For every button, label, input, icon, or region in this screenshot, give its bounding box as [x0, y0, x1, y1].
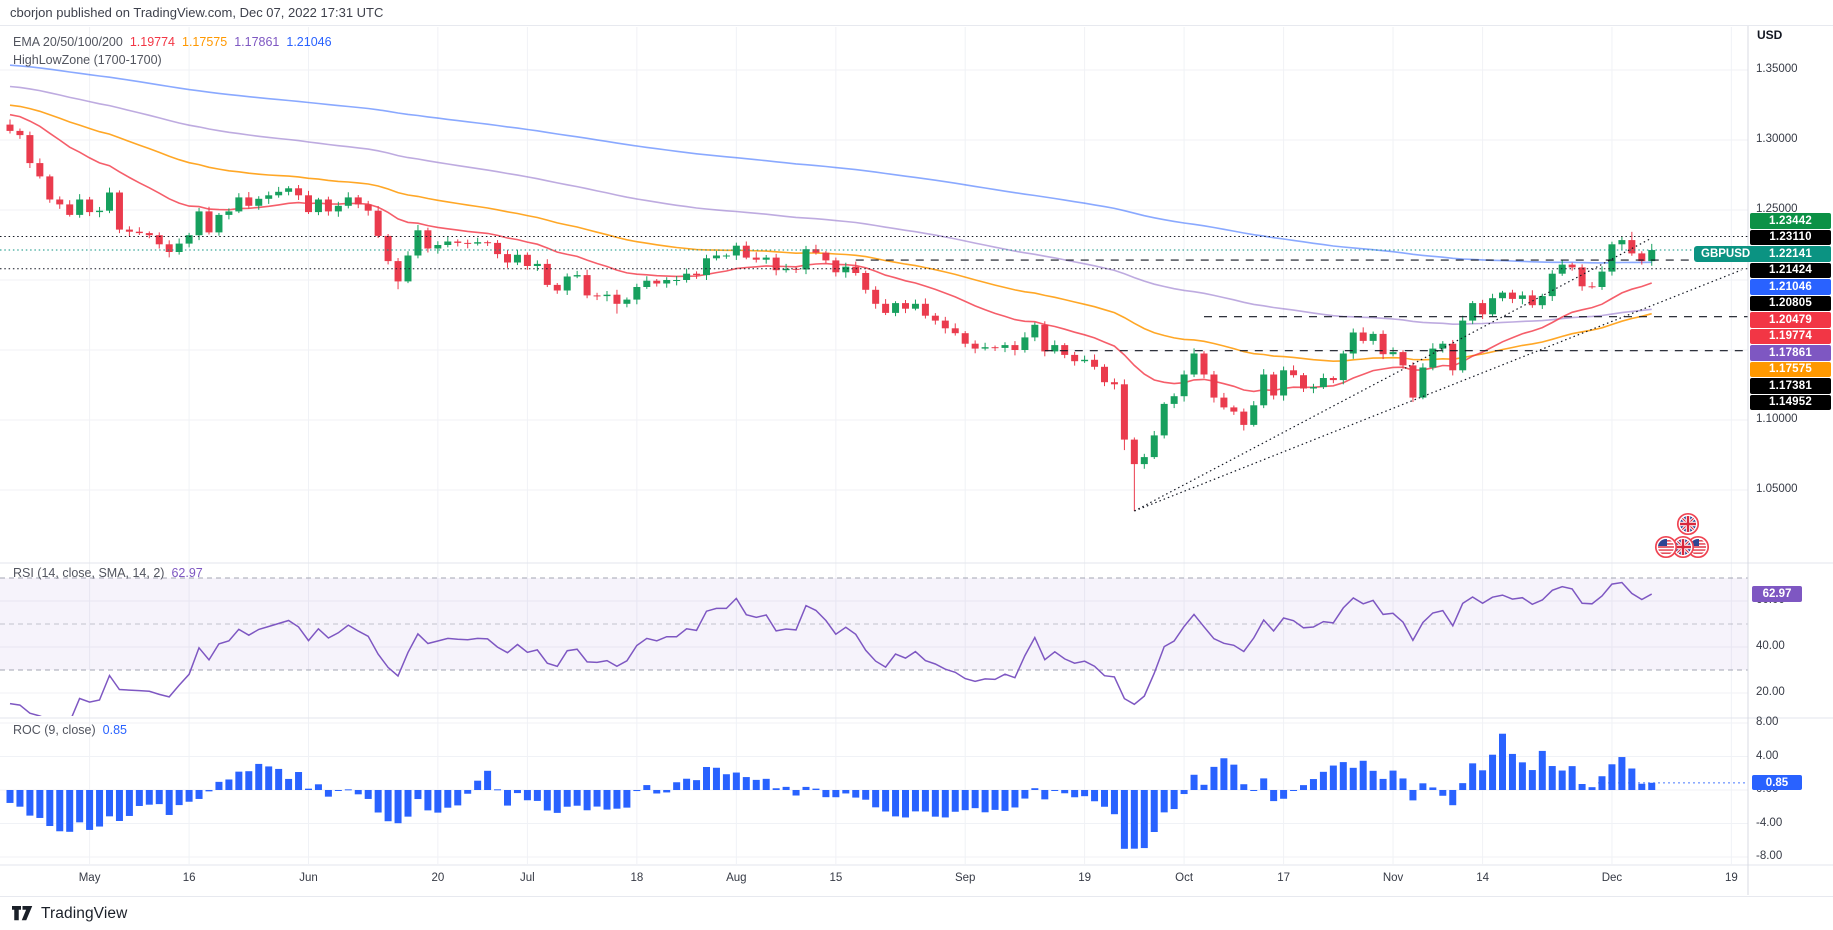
price-tick: 1.10000 — [1756, 413, 1798, 425]
highlowzone-legend-row[interactable]: HighLowZone (1700-1700) — [13, 51, 332, 69]
ema-legend-label: EMA 20/50/100/200 — [13, 35, 123, 49]
currency-pair-flags — [1640, 505, 1725, 567]
rsi-value: 62.97 — [171, 566, 203, 580]
time-tick: Jul — [520, 872, 535, 884]
roc-tick: -4.00 — [1756, 816, 1783, 829]
ema20-label: 1.19774 — [1750, 328, 1831, 344]
rsi-legend-row[interactable]: RSI (14, close, SMA, 14, 2) 62.97 — [13, 564, 203, 582]
gb-flag-icon — [1678, 514, 1698, 534]
ema100-label: 1.17861 — [1750, 345, 1831, 361]
header-bar: cborjon published on TradingView.com, De… — [0, 0, 1833, 26]
rsi-legend-label: RSI (14, close, SMA, 14, 2) — [13, 566, 165, 580]
roc-legend-row[interactable]: ROC (9, close) 0.85 — [13, 721, 127, 739]
rsi-tick: 40.00 — [1756, 640, 1785, 652]
time-tick: 20 — [431, 872, 445, 884]
price-tick: 1.30000 — [1756, 133, 1798, 145]
roc-tick: -8.00 — [1756, 850, 1783, 862]
ema-value: 1.21046 — [286, 35, 332, 49]
hline-label-4: 1.17381 — [1750, 378, 1831, 394]
time-tick: 14 — [1476, 872, 1489, 884]
tradingview-logo-icon[interactable] — [12, 905, 33, 922]
brand-name[interactable]: TradingView — [41, 904, 128, 922]
last-price-label: 1.22141 — [1750, 246, 1831, 262]
time-tick: 17 — [1277, 872, 1290, 884]
footer-bar: TradingView — [0, 896, 1833, 930]
ema-value: 1.19774 — [129, 35, 175, 49]
time-tick: 18 — [630, 872, 644, 884]
hline-label-5: 1.14952 — [1750, 394, 1831, 410]
us-flag-icon — [1656, 537, 1676, 557]
time-tick: Oct — [1175, 872, 1194, 884]
time-tick: 19 — [1724, 872, 1738, 884]
ema50-label: 1.17575 — [1750, 361, 1831, 377]
time-tick: 19 — [1078, 872, 1091, 884]
time-tick: 16 — [182, 872, 196, 884]
symbol-chip: GBPUSD — [1694, 246, 1758, 262]
time-tick: Nov — [1382, 872, 1404, 884]
roc-value: 0.85 — [102, 723, 127, 737]
price-axis-currency: USD — [1757, 28, 1783, 42]
main-pane-legend: EMA 20/50/100/200 1.19774 1.17575 1.17861 1.… — [13, 33, 332, 69]
ema-value: 1.17575 — [182, 35, 228, 49]
zone-low-label: 1.20479 — [1750, 312, 1831, 328]
price-tick: 1.05000 — [1756, 483, 1798, 495]
ema200-label: 1.21046 — [1750, 279, 1831, 295]
roc-tick: 4.00 — [1756, 749, 1779, 762]
price-tick: 1.25000 — [1756, 203, 1798, 215]
time-tick: Jun — [299, 872, 318, 884]
zone-high-label: 1.23442 — [1750, 213, 1831, 229]
hline-label-1: 1.23110 — [1750, 229, 1831, 245]
time-tick: Aug — [726, 872, 747, 884]
time-tick: Sep — [954, 872, 976, 884]
ema-legend-row[interactable]: EMA 20/50/100/200 1.19774 1.17575 1.17861 1.… — [13, 33, 332, 51]
time-tick: May — [78, 872, 101, 884]
ema-value: 1.17861 — [234, 35, 280, 49]
roc-legend-label: ROC (9, close) — [13, 723, 96, 737]
time-tick: Dec — [1601, 872, 1623, 884]
price-axis[interactable] — [1748, 26, 1833, 865]
hline-label-2: 1.21424 — [1750, 262, 1831, 278]
time-tick: 15 — [829, 872, 843, 884]
rsi-tick: 20.00 — [1756, 686, 1785, 698]
price-tick: 1.35000 — [1756, 63, 1798, 75]
roc-tick: 8.00 — [1756, 716, 1779, 728]
hline-label-3: 1.20805 — [1750, 295, 1831, 311]
roc-value-badge: 0.85 — [1752, 774, 1802, 791]
rsi-value-badge: 62.97 — [1752, 586, 1802, 602]
publish-info: cborjon published on TradingView.com, De… — [10, 5, 384, 20]
highlowzone-legend-label: HighLowZone (1700-1700) — [13, 53, 162, 67]
